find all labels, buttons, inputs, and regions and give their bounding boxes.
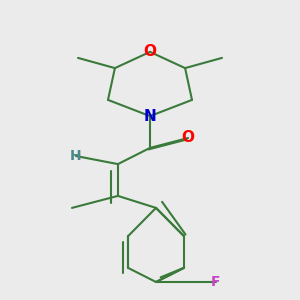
Text: O: O xyxy=(182,130,195,146)
Text: O: O xyxy=(143,44,157,59)
Text: H: H xyxy=(70,149,82,163)
Text: F: F xyxy=(211,275,221,289)
Text: N: N xyxy=(144,109,156,124)
